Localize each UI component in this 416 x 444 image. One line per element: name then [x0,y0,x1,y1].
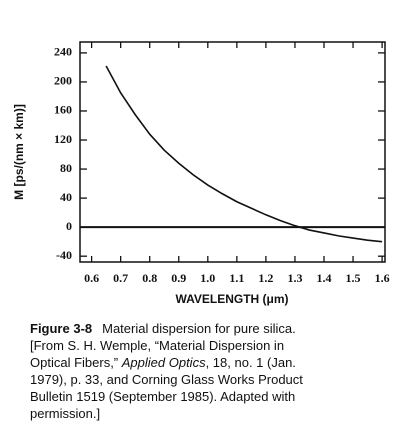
caption-text: 1979), p. 33, and Corning Glass Works Pr… [30,372,303,387]
y-tick-label: 80 [60,161,72,175]
caption-line: Bulletin 1519 (September 1985). Adapted … [30,389,295,404]
line-series [105,65,383,243]
x-tick-label: 0.6 [84,271,99,285]
x-tick-label: 0.9 [171,271,186,285]
x-tick-label: 1.4 [317,271,332,285]
x-tick-label: 0.8 [142,271,157,285]
y-tick-label: 160 [54,103,72,117]
caption-line: permission.] [30,406,100,421]
y-tick-label: 40 [60,190,72,204]
y-tick-label: 0 [66,219,72,233]
y-axis-label: M [ps/(nm × km)] [12,104,26,200]
caption-text: [From S. H. Wemple, “Material Dispersion… [30,338,284,353]
x-tick-label: 1.1 [229,271,244,285]
caption-line: Figure 3-8 Material dispersion for pure s… [30,321,296,336]
caption-text: Bulletin 1519 (September 1985). Adapted … [30,389,295,404]
y-tick-label: 240 [54,45,72,59]
caption-text: permission.] [30,406,100,421]
figure-label: Figure 3-8 [30,321,92,336]
caption-line: 1979), p. 33, and Corning Glass Works Pr… [30,372,303,387]
caption-line: Optical Fibers,” Applied Optics, 18, no.… [30,355,296,370]
x-tick-label: 1.2 [258,271,273,285]
y-tick-label: -40 [56,248,72,262]
caption-line: [From S. H. Wemple, “Material Dispersion… [30,338,284,353]
caption-text: Material dispersion for pure silica. [102,321,296,336]
plot-frame [79,41,386,263]
x-tick-label: 1.0 [200,271,215,285]
y-tick-label: 200 [54,74,72,88]
caption-text: , 18, no. 1 (Jan. [206,355,296,370]
caption-text: Optical Fibers,” [30,355,122,370]
x-tick-label: 1.3 [287,271,302,285]
x-tick-label: 0.7 [113,271,128,285]
x-tick-label: 1.5 [346,271,361,285]
caption-text: Applied Optics [121,355,206,370]
x-tick-label: 1.6 [375,271,390,285]
x-axis-label: WAVELENGTH (μm) [175,292,288,306]
y-tick-label: 120 [54,132,72,146]
